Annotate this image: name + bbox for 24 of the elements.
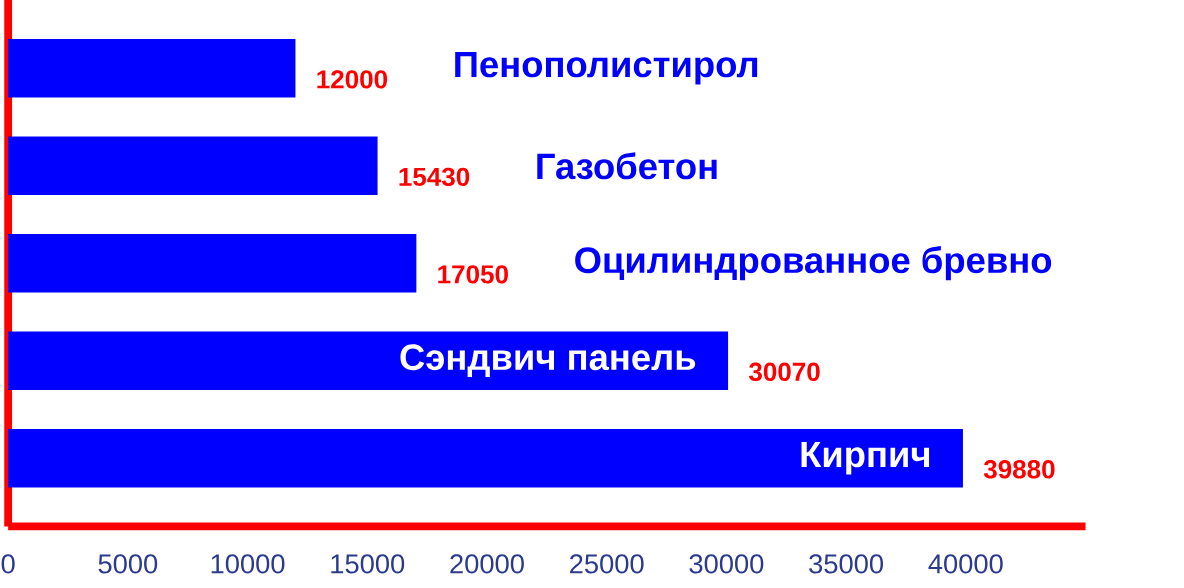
x-tick-label: 5000 bbox=[98, 554, 158, 574]
x-tick-label: 25000 bbox=[570, 554, 644, 574]
bar bbox=[8, 331, 729, 391]
y-tick-label: Газобетон bbox=[537, 152, 717, 180]
bar bbox=[8, 136, 378, 196]
x-tick-label: 40000 bbox=[928, 554, 1003, 574]
x-tick-label: 15000 bbox=[331, 554, 405, 574]
bar bbox=[8, 429, 963, 488]
data-label: 12000 bbox=[317, 70, 388, 89]
data-label: 30070 bbox=[748, 362, 820, 382]
x-tick-label: 10000 bbox=[211, 554, 285, 574]
x-tick-label: 20000 bbox=[450, 554, 524, 574]
bar bbox=[8, 234, 417, 293]
y-tick-label: Оцилиндрованное бревно bbox=[575, 246, 1052, 281]
x-tick-label: 0 bbox=[1, 554, 15, 574]
bar bbox=[8, 39, 296, 98]
y-tick-label: Сэндвич панель bbox=[400, 344, 696, 378]
y-tick-label: Пенополистирол bbox=[455, 51, 758, 85]
x-tick-label: 35000 bbox=[809, 554, 884, 574]
data-label: 15430 bbox=[399, 167, 470, 187]
data-label: 17050 bbox=[438, 265, 508, 284]
data-label: 39880 bbox=[983, 460, 1055, 479]
x-tick-label: 30000 bbox=[689, 554, 764, 574]
y-tick-label: Кирпич bbox=[801, 441, 930, 475]
